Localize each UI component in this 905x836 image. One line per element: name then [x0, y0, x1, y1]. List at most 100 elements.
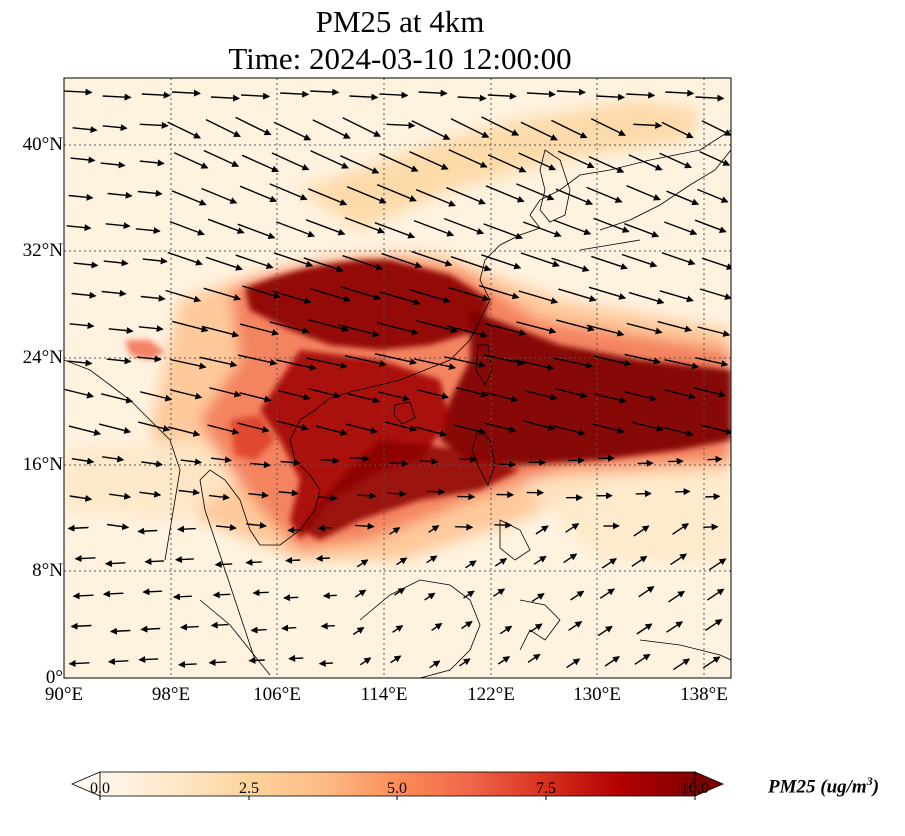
wind-arrow: [570, 590, 585, 601]
wind-arrow: [638, 586, 655, 598]
wind-arrow: [484, 422, 517, 433]
wind-arrow: [419, 457, 439, 465]
wind-arrow: [666, 190, 700, 206]
wind-arrow: [108, 327, 134, 335]
wind-arrow: [379, 91, 409, 99]
wind-arrow: [626, 91, 656, 99]
wind-arrow: [344, 355, 387, 367]
wind-arrow: [322, 592, 337, 600]
wind-arrow: [631, 555, 648, 567]
wind-arrow: [703, 523, 719, 531]
colorbar-tick-label: 10.0: [681, 780, 709, 797]
wind-arrow: [278, 390, 311, 401]
wind-arrow: [315, 425, 348, 436]
wind-arrow: [68, 660, 90, 667]
wind-arrow: [394, 587, 406, 596]
wind-arrow: [347, 393, 380, 404]
wind-arrow: [349, 93, 379, 101]
wind-arrow: [171, 89, 201, 97]
wind-arrow: [338, 324, 380, 338]
wind-arrow: [411, 120, 451, 140]
x-tick-label: 130°E: [573, 684, 621, 705]
wind-arrow: [248, 491, 269, 499]
wind-arrow: [66, 224, 92, 232]
coast-newguinea: [639, 639, 731, 661]
wind-arrow: [459, 455, 478, 463]
wind-arrow: [389, 527, 401, 535]
y-tick-label: 32°N: [22, 240, 63, 261]
wind-arrow: [555, 388, 588, 399]
wind-arrow: [210, 94, 240, 102]
wind-arrow: [138, 656, 159, 664]
wind-arrow: [69, 494, 93, 502]
wind-arrow: [485, 323, 527, 336]
wind-arrow: [355, 522, 375, 530]
wind-arrow: [428, 525, 440, 533]
colorbar-tick-label: 0.0: [90, 780, 110, 797]
wind-arrow: [305, 219, 346, 236]
wind-arrow: [704, 619, 723, 631]
wind-arrow: [140, 294, 166, 302]
wind-arrow: [306, 357, 348, 369]
wind-arrow: [170, 389, 203, 400]
wind-arrow: [165, 289, 202, 303]
wind-arrow: [98, 423, 132, 434]
wind-arrow: [558, 150, 595, 169]
wind-arrow: [167, 121, 201, 139]
x-tick-label: 106°E: [253, 684, 301, 705]
wind-arrow: [287, 526, 303, 534]
wind-arrow: [392, 625, 404, 633]
wind-arrow: [665, 89, 695, 97]
wind-arrow: [593, 355, 632, 367]
wind-arrow: [707, 455, 723, 463]
map-frame: [63, 77, 732, 679]
wind-arrow: [448, 149, 488, 168]
wind-arrow: [107, 523, 130, 531]
colorbar-gradient: [99, 771, 696, 797]
haze-southeast: [520, 470, 731, 560]
wind-arrow: [199, 356, 238, 368]
wind-arrow: [100, 393, 134, 404]
coast-indochina: [199, 397, 331, 661]
gridlines: [64, 78, 731, 678]
wind-arrow: [203, 149, 240, 167]
wind-arrow: [101, 289, 127, 297]
wind-arrow: [109, 492, 132, 500]
wind-arrow: [310, 150, 349, 169]
wind-arrow: [553, 357, 594, 369]
wind-arrow: [529, 623, 543, 633]
wind-arrow: [207, 424, 240, 435]
y-tick-label: 8°N: [32, 560, 63, 581]
wind-arrow: [106, 357, 132, 365]
wind-arrow: [359, 657, 372, 666]
wind-arrow: [310, 288, 351, 303]
wind-arrow: [389, 460, 409, 467]
wind-arrow: [670, 553, 688, 566]
wind-arrow: [139, 490, 162, 498]
wind-arrow: [74, 555, 96, 562]
wind-arrow: [455, 523, 474, 531]
wind-arrow: [352, 626, 365, 636]
coast-philippines-mindanao: [499, 519, 531, 561]
wind-arrow: [303, 257, 344, 273]
wind-arrow: [237, 223, 276, 239]
wind-arrow: [556, 88, 586, 96]
wind-arrow: [695, 357, 729, 367]
wind-arrow: [593, 217, 630, 233]
wind-arrow: [376, 183, 417, 202]
coastlines: [64, 129, 731, 678]
wind-arrow: [319, 457, 340, 465]
wind-arrow: [345, 423, 378, 434]
wind-arrow: [411, 250, 453, 267]
wind-arrow: [64, 388, 95, 399]
wind-arrow: [280, 90, 310, 98]
wind-arrow: [553, 425, 586, 436]
coast-china-east: [329, 129, 731, 399]
wind-arrow: [141, 91, 171, 99]
wind-arrow: [203, 287, 242, 301]
y-tick-label: 16°N: [22, 454, 63, 475]
wind-arrow: [592, 423, 625, 434]
plume-west-spot: [125, 340, 165, 360]
wind-arrow: [628, 154, 663, 171]
wind-arrow: [70, 622, 92, 630]
